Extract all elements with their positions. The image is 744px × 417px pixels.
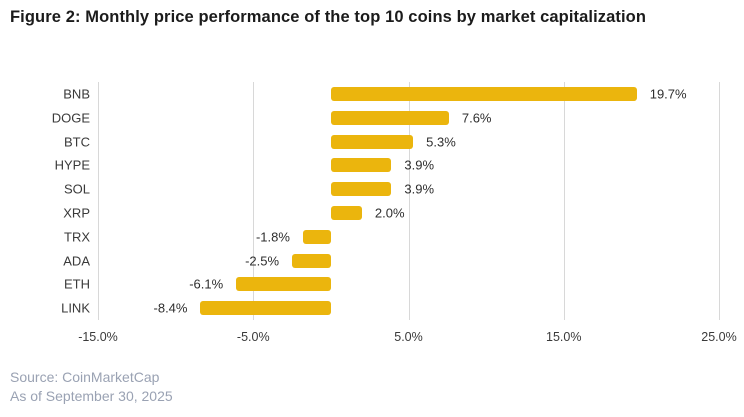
chart-footer: Source: CoinMarketCap As of September 30… (10, 368, 173, 406)
y-axis-label-xrp: XRP (63, 205, 90, 221)
bar-ada (292, 253, 331, 268)
x-axis-tick-label: -5.0% (236, 330, 270, 344)
y-axis-label-trx: TRX (64, 229, 90, 245)
x-axis-tick-label: -15.0% (78, 330, 118, 344)
bar-trx (302, 229, 331, 244)
gridline-15.0% (563, 82, 565, 320)
bar-btc (330, 134, 414, 149)
y-axis-label-btc: BTC (64, 134, 90, 149)
y-axis-label-sol: SOL (63, 181, 90, 197)
bar-xrp (330, 205, 362, 220)
gridline--5.0% (253, 82, 255, 320)
value-label-link: -8.4% (153, 300, 188, 316)
bar-chart: -15.0% -5.0% 5.0% 15.0% 25.0% BNB 19.7% DOGE 7.6… (0, 82, 744, 352)
source-text: Source: CoinMarketCap (10, 369, 160, 385)
plot-area: -15.0% -5.0% 5.0% 15.0% 25.0% BNB 19.7% DOGE 7.6… (52, 82, 737, 344)
bar-link (200, 301, 331, 316)
y-axis-label-ada: ADA (63, 253, 90, 268)
x-axis-tick-label: 15.0% (546, 330, 582, 344)
bar-hype (330, 158, 392, 173)
value-label-bnb: 19.7% (649, 86, 687, 102)
y-axis-label-eth: ETH (64, 276, 90, 292)
y-axis-label-doge: DOGE (51, 110, 90, 126)
value-label-trx: -1.8% (255, 229, 290, 245)
bar-bnb (330, 86, 637, 101)
x-axis-tick-label: 5.0% (394, 330, 423, 344)
y-axis-label-hype: HYPE (54, 157, 90, 173)
value-label-ada: -2.5% (245, 253, 280, 268)
gridline-25.0% (719, 82, 720, 320)
figure-title: Figure 2: Monthly price performance of t… (10, 8, 647, 26)
value-label-xrp: 2.0% (374, 205, 405, 221)
x-axis-tick-label: 25.0% (701, 330, 737, 344)
as-of-text: As of September 30, 2025 (10, 388, 173, 404)
value-label-hype: 3.9% (404, 157, 435, 173)
value-label-doge: 7.6% (461, 110, 492, 126)
gridline-5.0% (408, 82, 410, 320)
y-axis-label-bnb: BNB (63, 86, 90, 102)
bar-doge (330, 110, 449, 125)
bar-eth (236, 277, 331, 292)
value-label-btc: 5.3% (426, 134, 456, 149)
bar-sol (330, 182, 392, 197)
value-label-eth: -6.1% (189, 276, 224, 292)
y-axis-label-link: LINK (61, 300, 90, 316)
gridline--15.0% (98, 82, 99, 320)
value-label-sol: 3.9% (404, 181, 435, 197)
